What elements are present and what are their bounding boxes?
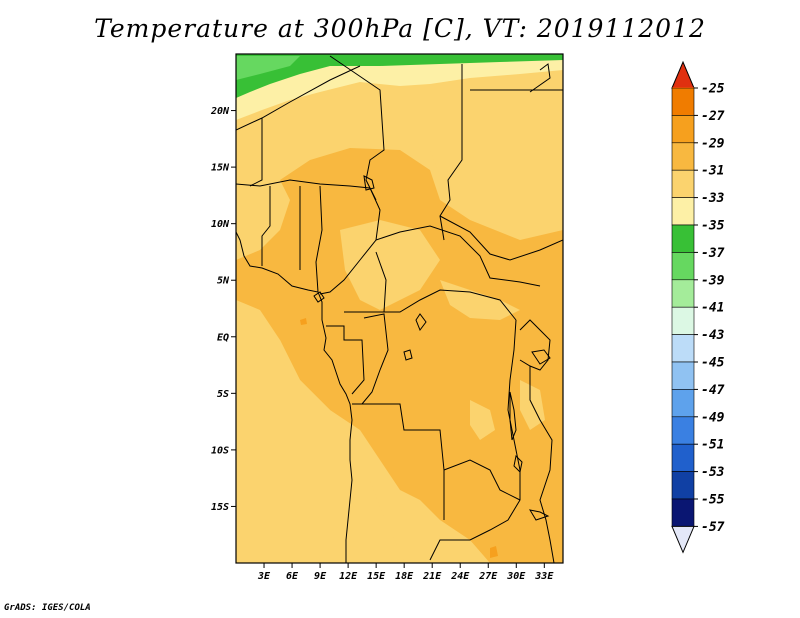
longitude-axis: 3E 6E 9E 12E 15E 18E 21E 24E 27E 30E 33E	[257, 563, 554, 582]
map-title: Temperature at 300hPa [C], VT: 201911201…	[94, 14, 706, 43]
lat-tick-label: 5S	[217, 389, 229, 400]
colorbar-swatch	[671, 389, 695, 418]
temperature-field	[236, 54, 563, 563]
lon-tick-label: 18E	[395, 571, 414, 582]
colorbar-label: -47	[701, 383, 725, 398]
colorbar-swatch	[671, 361, 695, 390]
credit-label: GrADS: IGES/COLA	[4, 603, 91, 613]
colorbar-label: -39	[701, 273, 725, 288]
colorbar-label: -43	[701, 328, 725, 343]
lon-tick-label: 3E	[257, 571, 271, 582]
country-borders	[236, 55, 563, 563]
colorbar-swatch	[671, 197, 695, 226]
lon-tick-label: 9E	[314, 571, 327, 582]
colorbar-label: -37	[701, 246, 725, 261]
colorbar-label: -29	[701, 136, 725, 151]
lon-tick-label: 30E	[506, 571, 526, 582]
colorbar-label: -45	[701, 356, 725, 371]
colorbar-swatch	[671, 498, 695, 527]
colorbar-swatch	[671, 416, 695, 445]
colorbar-label: -31	[701, 164, 724, 179]
colorbar-swatch	[671, 443, 695, 472]
lat-tick-label: 20N	[210, 106, 230, 117]
colorbar-swatch	[671, 471, 695, 500]
lon-tick-label: 27E	[478, 571, 498, 582]
colorbar-label: -53	[701, 465, 725, 480]
colorbar-label: -57	[701, 520, 725, 535]
lat-tick-label: 5N	[217, 276, 230, 287]
lat-tick-label: 10S	[211, 445, 229, 456]
colorbar-label: -51	[701, 438, 724, 453]
colorbar-label: -27	[701, 109, 725, 124]
colorbar-swatch	[671, 224, 695, 253]
latitude-axis: 20N 15N 10N 5N EQ 5S 10S 15S	[210, 106, 236, 513]
lat-tick-label: EQ	[217, 332, 229, 343]
lon-tick-label: 24E	[450, 571, 470, 582]
colorbar-bottom-arrow	[671, 525, 695, 554]
lon-tick-label: 15E	[367, 571, 386, 582]
colorbar-label: -41	[701, 301, 724, 316]
lat-tick-label: 10N	[211, 219, 230, 230]
colorbar-swatch	[671, 279, 695, 308]
lon-tick-label: 6E	[286, 571, 299, 582]
lon-tick-label: 33E	[534, 571, 554, 582]
colorbar-swatch	[672, 87, 694, 88]
lat-tick-label: 15S	[211, 502, 229, 513]
colorbar-swatch	[671, 169, 695, 198]
map-frame	[235, 53, 564, 564]
colorbar-top-arrow	[671, 60, 695, 89]
lat-tick-label: 15N	[211, 163, 230, 174]
colorbar-swatch	[671, 115, 695, 144]
colorbar-swatch	[671, 306, 695, 335]
lon-tick-label: 21E	[422, 571, 442, 582]
colorbar-label: -33	[701, 191, 725, 206]
colorbar-label: -49	[701, 410, 725, 425]
colorbar-label: -25	[701, 82, 725, 97]
colorbar-label: -55	[701, 493, 725, 508]
colorbar-swatch	[671, 252, 695, 281]
colorbar-swatch	[671, 334, 695, 363]
lon-tick-label: 12E	[339, 571, 358, 582]
colorbar-swatch	[671, 142, 695, 171]
colorbar-swatch	[671, 87, 695, 116]
colorbar-label: -35	[701, 219, 725, 234]
colorbar: -25 -27 -29 -31 -33 -35 -37 -39 -41 -43 -45 -47 -49 -…	[671, 60, 725, 554]
